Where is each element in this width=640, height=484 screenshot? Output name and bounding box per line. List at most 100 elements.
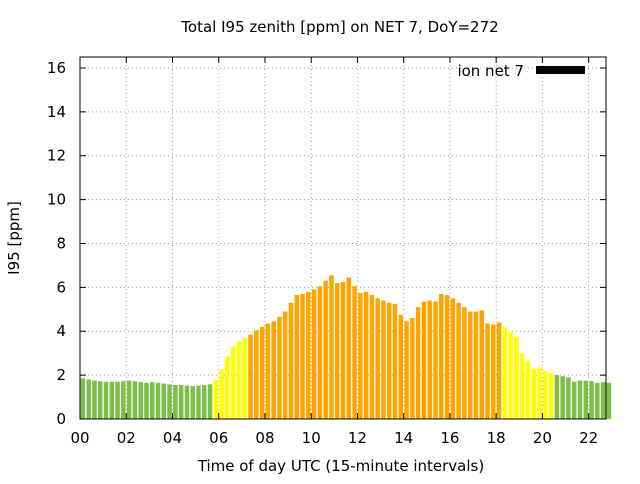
data-bar <box>346 277 352 419</box>
x-tick-label: 04 <box>163 429 182 447</box>
data-bar <box>190 386 195 419</box>
data-bar <box>462 307 467 419</box>
data-bar <box>306 291 311 419</box>
data-bar <box>450 298 456 419</box>
data-bar <box>277 316 282 419</box>
data-bar <box>415 307 421 419</box>
data-bar <box>109 381 115 419</box>
data-bar <box>577 380 583 419</box>
data-bar <box>242 337 247 419</box>
data-bar <box>456 302 461 419</box>
data-bar <box>248 334 253 419</box>
data-bar <box>375 298 380 419</box>
x-tick-label: 22 <box>579 429 598 447</box>
data-bar <box>566 377 571 419</box>
data-bar <box>496 322 502 419</box>
data-bar <box>300 293 305 419</box>
data-bar <box>167 384 172 419</box>
data-bar <box>352 286 357 419</box>
bars <box>80 275 612 419</box>
data-bar <box>583 380 589 419</box>
data-bar <box>514 336 519 419</box>
data-bar <box>548 372 554 419</box>
data-bar <box>560 376 565 419</box>
data-bar <box>433 301 438 419</box>
data-bar <box>491 324 496 419</box>
data-bar <box>155 382 161 419</box>
data-bar <box>323 280 328 419</box>
data-bar <box>386 302 392 419</box>
data-bar <box>219 369 224 419</box>
data-bar <box>543 370 548 419</box>
data-bar <box>398 314 404 419</box>
x-tick-label: 00 <box>70 429 89 447</box>
data-bar <box>410 318 415 419</box>
x-tick-label: 06 <box>209 429 228 447</box>
data-bar <box>473 311 479 419</box>
data-bar <box>196 385 201 419</box>
data-bar <box>334 282 340 419</box>
data-bar <box>230 346 236 419</box>
data-bar <box>149 382 155 419</box>
data-bar <box>525 360 531 419</box>
data-bar <box>126 380 132 419</box>
data-bar <box>115 381 120 419</box>
data-bar <box>86 379 91 419</box>
chart-title: Total I95 zenith [ppm] on NET 7, DoY=272 <box>180 18 498 36</box>
data-bar <box>184 385 190 419</box>
y-tick-label: 16 <box>47 59 66 77</box>
data-bar <box>485 323 490 419</box>
y-axis-label: I95 [ppm] <box>5 201 23 275</box>
legend-swatch <box>536 66 585 74</box>
data-bar <box>421 301 427 419</box>
data-bar <box>178 384 184 419</box>
data-bar <box>340 281 346 419</box>
x-tick-label: 20 <box>533 429 552 447</box>
data-bar <box>311 289 317 419</box>
x-tick-label: 18 <box>487 429 506 447</box>
data-bar <box>132 381 138 419</box>
data-bar <box>392 303 398 419</box>
y-tick-label: 6 <box>56 278 66 296</box>
y-tick-label: 0 <box>56 410 66 428</box>
data-bar <box>479 310 484 419</box>
data-bar <box>595 382 600 419</box>
data-bar <box>571 381 577 419</box>
x-tick-label: 02 <box>117 429 136 447</box>
data-bar <box>369 295 375 419</box>
data-bar <box>358 292 363 419</box>
data-bar <box>317 286 323 419</box>
data-bar <box>427 300 432 419</box>
x-tick-label: 16 <box>440 429 459 447</box>
data-bar <box>97 381 103 419</box>
data-bar <box>271 321 276 419</box>
y-tick-label: 4 <box>56 322 66 340</box>
data-bar <box>288 302 294 419</box>
data-bar <box>606 382 612 419</box>
data-bar <box>121 381 126 419</box>
data-bar <box>404 321 409 419</box>
data-bar <box>531 368 537 419</box>
y-tick-label: 10 <box>47 191 66 209</box>
data-bar <box>282 311 288 419</box>
y-tick-label: 2 <box>56 366 66 384</box>
data-bar <box>554 375 560 419</box>
data-bar <box>519 353 525 419</box>
data-bar <box>138 382 143 419</box>
data-bar <box>537 367 542 419</box>
data-bar <box>363 291 369 419</box>
legend-label: ion net 7 <box>457 62 524 80</box>
data-bar <box>439 293 444 419</box>
data-bar <box>444 295 450 419</box>
data-bar <box>265 323 271 419</box>
data-bar <box>508 332 513 419</box>
plot-frame <box>79 56 607 420</box>
x-tick-label: 14 <box>394 429 413 447</box>
data-bar <box>600 382 606 419</box>
data-bar <box>329 275 334 419</box>
data-bar <box>467 311 473 419</box>
x-axis-label: Time of day UTC (15-minute intervals) <box>197 457 484 475</box>
